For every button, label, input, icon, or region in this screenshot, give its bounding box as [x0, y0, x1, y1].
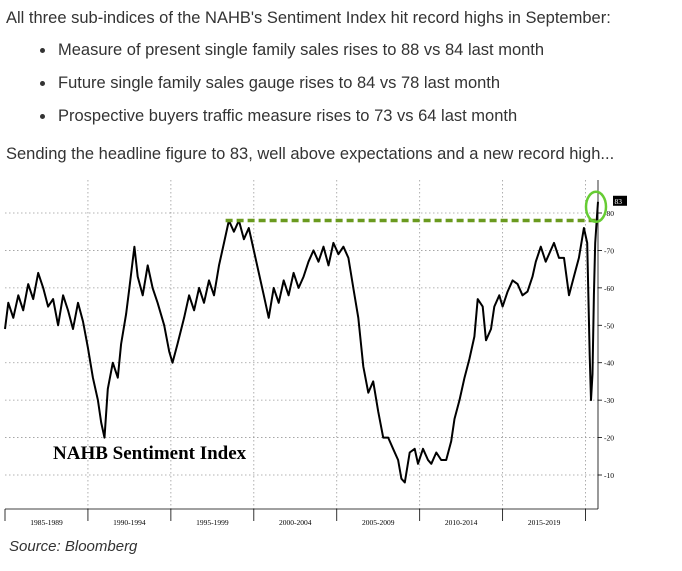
bullet-dot-icon — [40, 81, 45, 86]
bullet-text: Prospective buyers traffic measure rises… — [58, 107, 518, 125]
sentiment-index-line — [4, 201, 599, 484]
x-tick-label: 1995-1999 — [196, 518, 229, 527]
x-tick-label: 2000-2004 — [279, 518, 312, 527]
grid-layer — [5, 180, 598, 509]
x-tick-label: 1990-1994 — [113, 518, 146, 527]
bullet-item: Measure of present single family sales r… — [38, 39, 544, 72]
y-tick-label: -50 — [604, 321, 614, 330]
y-tick-label: -60 — [604, 284, 614, 293]
y-tick-label: -10 — [604, 471, 614, 480]
x-tick-label: 2015-2019 — [528, 518, 561, 527]
last-value-badge — [613, 195, 627, 206]
last-value-label: 83 — [615, 197, 623, 206]
y-tick-label: -70 — [604, 246, 614, 255]
bullet-item: Prospective buyers traffic measure rises… — [38, 105, 544, 138]
bullet-item: Future single family sales gauge rises t… — [38, 72, 544, 105]
chart-title: NAHB Sentiment Index — [53, 443, 247, 464]
y-tick-label: -30 — [604, 396, 614, 405]
highlight-circle — [584, 190, 608, 224]
y-tick-label: -80 — [604, 209, 614, 218]
nahb-chart: -10 -20 -30 -40 -50 -60 -70 -80 1985-1989 1990-19… — [4, 180, 627, 527]
x-tick-label: 2005-2009 — [362, 518, 395, 527]
x-tick-label: 1985-1989 — [30, 518, 63, 527]
axis-layer: -10 -20 -30 -40 -50 -60 -70 -80 1985-1989 1990-19… — [4, 180, 614, 527]
intro-text: All three sub-indices of the NAHB's Sent… — [6, 9, 611, 27]
bullet-dot-icon — [40, 114, 45, 119]
y-tick-label: -40 — [604, 359, 614, 368]
bullet-text: Measure of present single family sales r… — [58, 41, 545, 59]
outro-text: Sending the headline figure to 83, well … — [6, 145, 615, 163]
bullet-text: Future single family sales gauge rises t… — [58, 74, 501, 92]
chart-container: -10 -20 -30 -40 -50 -60 -70 -80 1985-1989 1990-19… — [0, 174, 682, 530]
overlay-layer: 83 — [225, 190, 627, 224]
source-caption: Source: Bloomberg — [9, 538, 138, 555]
bullet-dot-icon — [40, 48, 45, 53]
x-tick-label: 2010-2014 — [445, 518, 478, 527]
bullet-list: Measure of present single family sales r… — [38, 39, 544, 138]
series-layer — [4, 201, 599, 484]
y-tick-label: -20 — [604, 434, 614, 443]
